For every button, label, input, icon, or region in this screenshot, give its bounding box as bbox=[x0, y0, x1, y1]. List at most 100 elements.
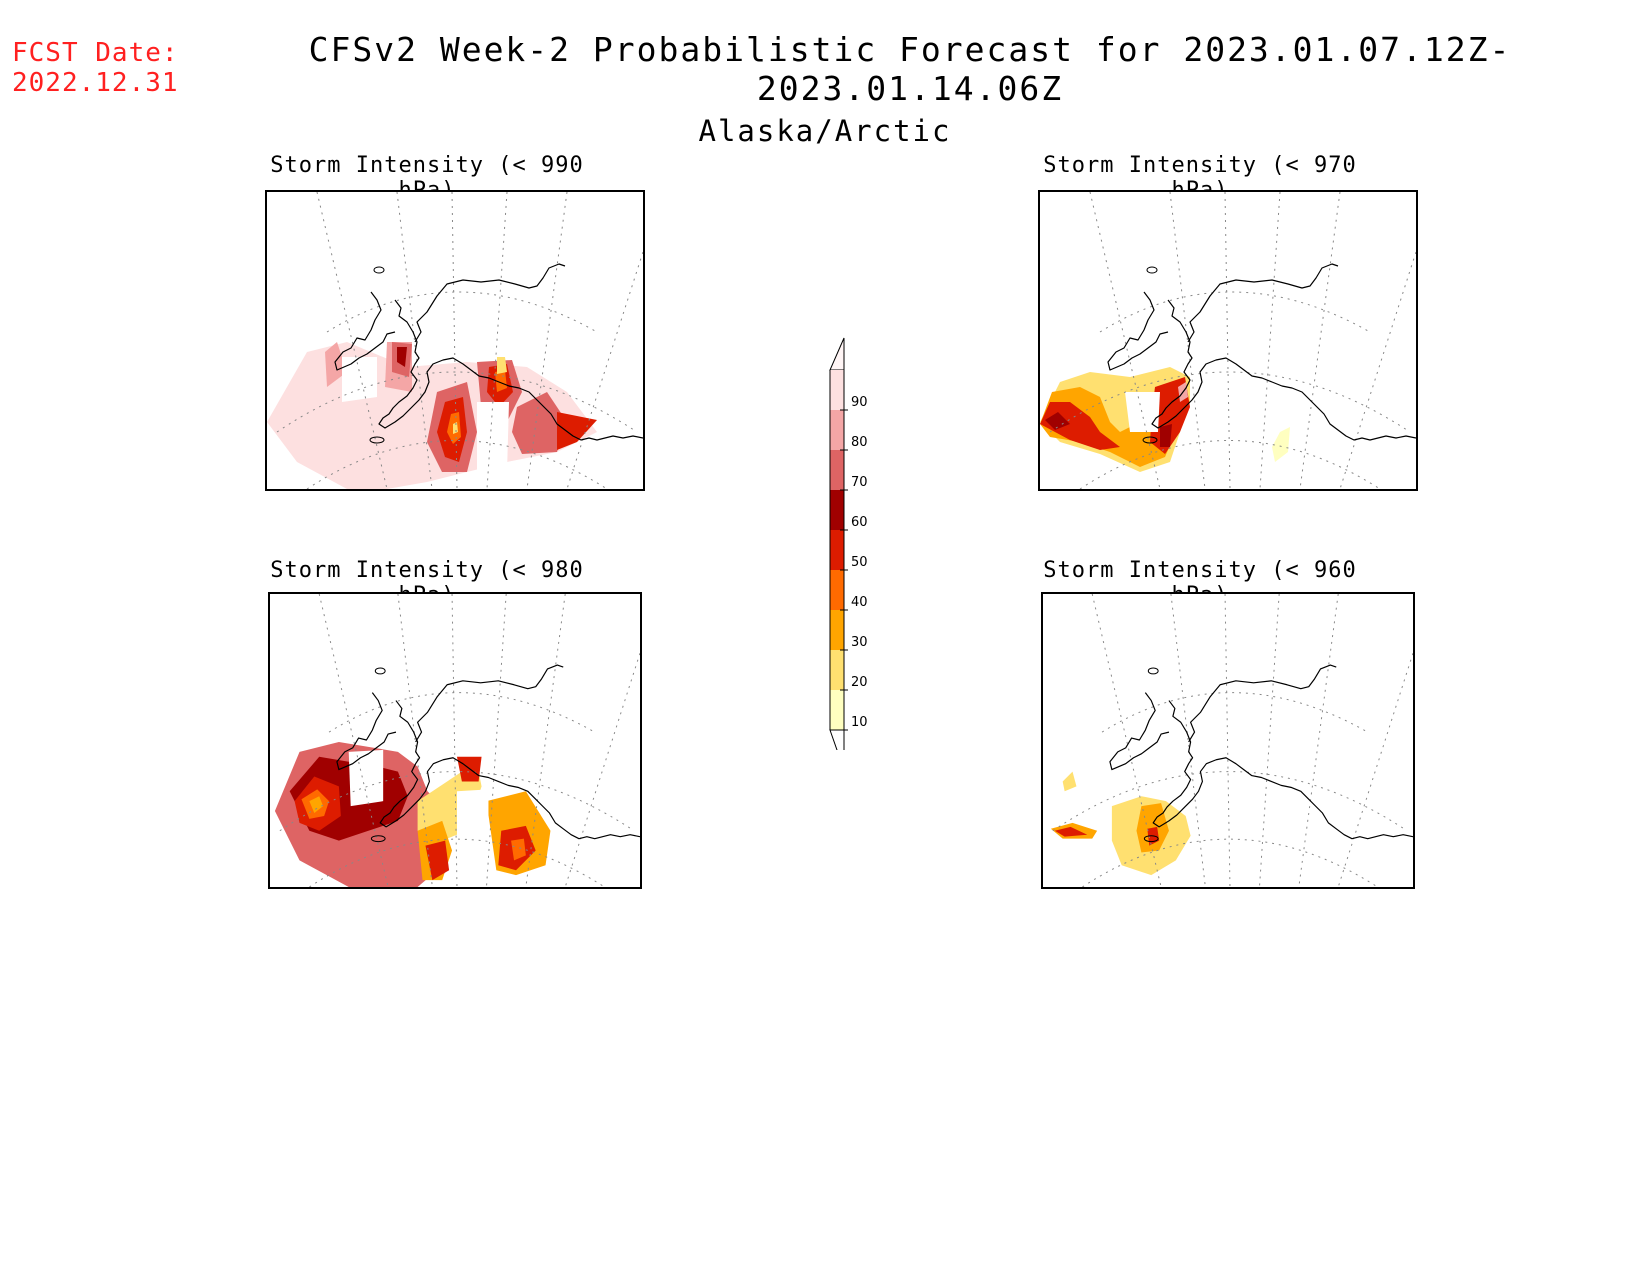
map-panel-960 bbox=[1041, 592, 1415, 889]
legend-swatch bbox=[830, 450, 844, 490]
meridian-line bbox=[1091, 594, 1162, 887]
parallel-line bbox=[326, 291, 598, 333]
meridian-line bbox=[397, 594, 433, 887]
legend-swatch bbox=[830, 490, 844, 530]
legend-tick-label: 80 bbox=[851, 435, 868, 450]
probability-contour bbox=[557, 412, 597, 450]
map-panel-980 bbox=[268, 592, 642, 889]
coastline bbox=[1107, 291, 1169, 371]
meridian-line bbox=[564, 653, 640, 887]
meridian-line bbox=[566, 251, 643, 489]
probability-contour bbox=[512, 392, 567, 454]
legend-swatch bbox=[830, 530, 844, 570]
probability-contour bbox=[1160, 424, 1172, 447]
meridian-line bbox=[486, 192, 508, 489]
coastline bbox=[1151, 299, 1416, 441]
coastline bbox=[1152, 700, 1413, 840]
forecast-date-value: 2022.12.31 bbox=[12, 68, 179, 98]
probability-contour bbox=[309, 796, 324, 814]
legend-tick-label: 50 bbox=[851, 555, 868, 570]
meridian-line bbox=[1298, 594, 1339, 887]
probability-contour bbox=[1272, 427, 1290, 462]
probability-contour bbox=[453, 422, 458, 434]
probability-contour bbox=[1054, 826, 1088, 837]
legend-tick-label: 10 bbox=[851, 715, 868, 730]
island-outline bbox=[374, 667, 386, 675]
meridian-line bbox=[396, 192, 433, 489]
meridian-line bbox=[1089, 192, 1161, 489]
probability-contour bbox=[425, 840, 450, 881]
parallel-line bbox=[1099, 291, 1371, 333]
meridian-line bbox=[316, 192, 388, 489]
island-outline bbox=[370, 835, 386, 843]
legend-tick-label: 90 bbox=[851, 395, 868, 410]
island-outline bbox=[1146, 266, 1158, 274]
legend-bottom-wedge bbox=[829, 729, 845, 750]
meridian-line bbox=[485, 594, 507, 887]
probability-contour bbox=[511, 838, 526, 861]
meridian-line bbox=[1299, 192, 1341, 489]
meridian-line bbox=[1337, 653, 1413, 887]
legend-tick-label: 70 bbox=[851, 475, 868, 490]
legend-swatch bbox=[830, 610, 844, 650]
island-outline bbox=[373, 266, 385, 274]
legend-swatch bbox=[830, 410, 844, 450]
coastline bbox=[414, 263, 566, 343]
meridian-line bbox=[1224, 594, 1231, 887]
legend-swatch bbox=[830, 570, 844, 610]
island-outline bbox=[369, 436, 385, 444]
parallel-line bbox=[1082, 838, 1378, 887]
forecast-date-block: FCST Date: 2022.12.31 bbox=[12, 38, 179, 98]
meridian-line bbox=[526, 192, 568, 489]
meridian-line bbox=[1259, 192, 1281, 489]
coastline bbox=[1109, 692, 1170, 771]
legend-tick-label: 30 bbox=[851, 635, 868, 650]
meridian-line bbox=[1170, 594, 1206, 887]
probability-contour bbox=[495, 370, 507, 392]
legend-tick-label: 60 bbox=[851, 515, 868, 530]
meridian-line bbox=[1258, 594, 1280, 887]
meridian-line bbox=[318, 594, 389, 887]
coastline bbox=[1188, 664, 1337, 743]
probability-contour bbox=[397, 347, 407, 367]
island-outline bbox=[1142, 436, 1158, 444]
probability-contour bbox=[1125, 392, 1160, 432]
coastline bbox=[378, 299, 643, 441]
legend-tick-label: 20 bbox=[851, 675, 868, 690]
probability-contour bbox=[1045, 412, 1070, 430]
figure-title: CFSv2 Week-2 Probabilistic Forecast for … bbox=[308, 30, 1512, 108]
coastline bbox=[415, 664, 564, 743]
probability-contour bbox=[348, 749, 384, 807]
legend-top-wedge bbox=[829, 337, 845, 371]
island-outline bbox=[1147, 667, 1159, 675]
forecast-date-label: FCST Date: bbox=[12, 38, 179, 68]
probability-contour bbox=[1062, 771, 1077, 792]
island-outline bbox=[1143, 835, 1159, 843]
meridian-line bbox=[451, 192, 458, 489]
parallel-line bbox=[328, 692, 595, 733]
parallel-line bbox=[1101, 692, 1368, 733]
probability-contour bbox=[456, 789, 489, 887]
probability-contour bbox=[342, 357, 377, 402]
coastline bbox=[379, 700, 640, 840]
legend-tick-label: 40 bbox=[851, 595, 868, 610]
coastline bbox=[1187, 263, 1339, 343]
coastline bbox=[336, 692, 397, 771]
legend-swatch bbox=[830, 650, 844, 690]
figure-title-block: CFSv2 Week-2 Probabilistic Forecast for … bbox=[0, 30, 1650, 148]
parallel-line bbox=[1079, 440, 1381, 489]
probability-contour bbox=[497, 357, 507, 374]
parallel-line bbox=[1052, 771, 1408, 832]
meridian-line bbox=[1169, 192, 1206, 489]
meridian-line bbox=[525, 594, 566, 887]
probability-contour bbox=[477, 402, 509, 472]
map-panel-970 bbox=[1038, 190, 1418, 491]
figure-subtitle: Alaska/Arctic bbox=[698, 114, 952, 148]
parallel-line bbox=[309, 838, 605, 887]
color-bar-legend: 90 80 70 60 50 40 30 20 10 bbox=[829, 337, 868, 750]
meridian-line bbox=[451, 594, 458, 887]
legend-swatch bbox=[830, 690, 844, 730]
legend-swatch bbox=[830, 370, 844, 410]
coastline bbox=[334, 291, 396, 371]
meridian-line bbox=[1339, 251, 1416, 489]
